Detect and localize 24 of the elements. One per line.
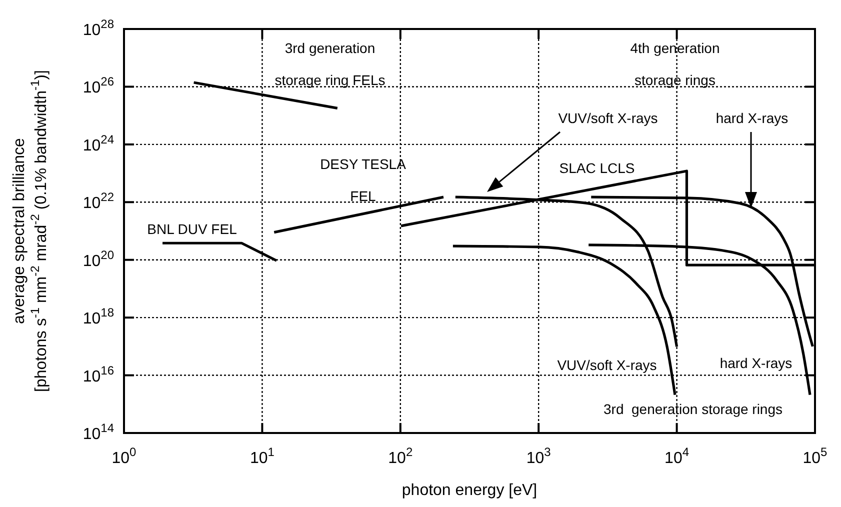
x-tick-label: 10$^{2}$ <box>388 445 413 467</box>
x-tick-label: 10$^{1}$ <box>250 445 275 467</box>
annotation: 3rd generation storage rings <box>604 401 782 417</box>
annotation: hard X-rays <box>716 110 788 126</box>
y-tick-label: 10$^{18}$ <box>82 306 114 328</box>
annotation: 3rd generation storage ring FELs <box>274 40 386 88</box>
annotation: VUV/soft X-rays <box>558 110 658 126</box>
y-tick-label: 10$^{26}$ <box>82 74 114 97</box>
x-tick-label: 10$^{3}$ <box>526 445 552 467</box>
y-tick-label: 10$^{28}$ <box>82 17 114 39</box>
annotation: BNL DUV FEL <box>147 221 238 237</box>
y-tick-label: 10$^{16}$ <box>82 363 114 386</box>
annotation: VUV/soft X-rays <box>557 357 657 373</box>
annotation: DESY TESLA FEL <box>320 156 407 204</box>
x-axis-title: photon energy [eV] <box>402 482 538 499</box>
y-tick-label: 10$^{24}$ <box>82 132 114 154</box>
annotation: hard X-rays <box>720 355 792 371</box>
y-tick-label: 10$^{22}$ <box>82 190 114 212</box>
x-tick-label: 10$^{5}$ <box>802 445 828 467</box>
annotation: SLAC LCLS <box>559 160 635 176</box>
y-tick-label: 10$^{14}$ <box>82 421 114 443</box>
y-tick-label: 10$^{20}$ <box>82 248 114 270</box>
x-tick-label: 10$^{4}$ <box>664 445 690 467</box>
x-tick-label: 10$^{0}$ <box>112 445 137 467</box>
